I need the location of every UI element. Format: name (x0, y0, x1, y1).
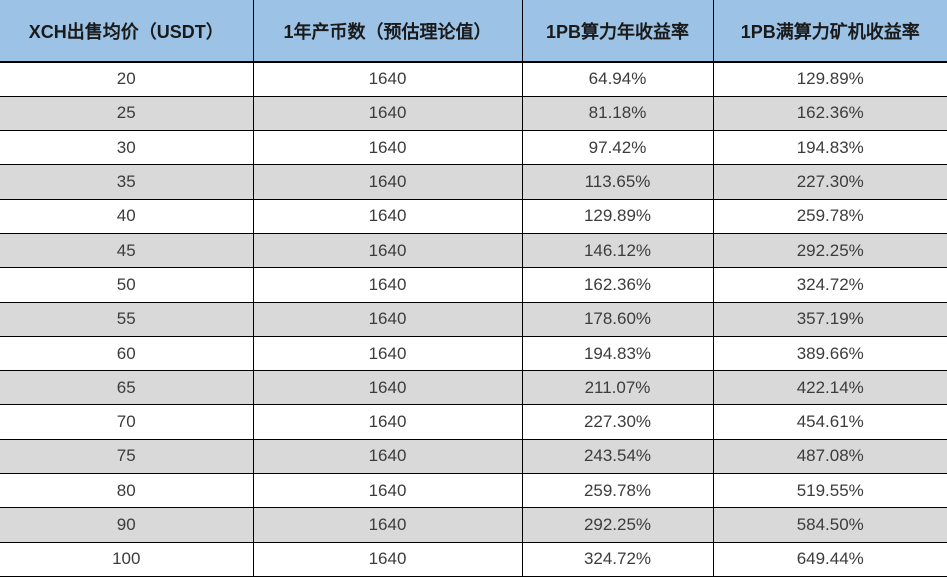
table-body: 20 1640 64.94% 129.89% 25 1640 81.18% 162.36% 30… (0, 61, 947, 577)
table-cell: 519.55% (712, 473, 947, 509)
table-row: 90 1640 292.25% 584.50% (0, 507, 947, 543)
table-cell: 389.66% (712, 335, 947, 372)
table-cell: 129.89% (521, 198, 714, 234)
table-row: 40 1640 129.89% 259.78% (0, 198, 947, 234)
table-row: 100 1640 324.72% 649.44% (0, 541, 947, 577)
table-cell: 80 (0, 473, 254, 509)
table-row: 50 1640 162.36% 324.72% (0, 267, 947, 303)
table-cell: 45 (0, 232, 254, 269)
table-header: XCH出售均价（USDT） 1年产币数（预估理论值） 1PB算力年收益率 1PB… (0, 0, 947, 63)
table-cell: 1640 (252, 267, 523, 303)
table-cell: 259.78% (521, 473, 714, 509)
table-cell: 20 (0, 61, 254, 97)
table-cell: 211.07% (521, 370, 714, 406)
table-cell: 227.30% (521, 404, 714, 440)
table-cell: 259.78% (712, 198, 947, 234)
table-cell: 292.25% (712, 232, 947, 269)
table-row: 30 1640 97.42% 194.83% (0, 130, 947, 166)
table-cell: 60 (0, 335, 254, 372)
table-row: 20 1640 64.94% 129.89% (0, 61, 947, 97)
table-cell: 422.14% (712, 370, 947, 406)
table-cell: 1640 (252, 95, 523, 132)
table-cell: 324.72% (521, 541, 714, 577)
table-cell: 243.54% (521, 438, 714, 475)
column-header-1pb-annual-yield: 1PB算力年收益率 (521, 0, 714, 63)
table-cell: 357.19% (712, 301, 947, 337)
table-cell: 194.83% (521, 335, 714, 372)
table-cell: 1640 (252, 198, 523, 234)
table-row: 35 1640 113.65% 227.30% (0, 164, 947, 200)
table-cell: 25 (0, 95, 254, 132)
table-cell: 113.65% (521, 164, 714, 200)
table-cell: 90 (0, 507, 254, 543)
table-cell: 1640 (252, 370, 523, 406)
table-cell: 70 (0, 404, 254, 440)
table-cell: 55 (0, 301, 254, 337)
table-row: 45 1640 146.12% 292.25% (0, 232, 947, 269)
table-cell: 1640 (252, 335, 523, 372)
table-cell: 30 (0, 130, 254, 166)
table-cell: 1640 (252, 130, 523, 166)
table-cell: 292.25% (521, 507, 714, 543)
table-row: 70 1640 227.30% 454.61% (0, 404, 947, 440)
table-cell: 1640 (252, 541, 523, 577)
table-row: 60 1640 194.83% 389.66% (0, 335, 947, 372)
table-cell: 97.42% (521, 130, 714, 166)
table-cell: 65 (0, 370, 254, 406)
table-cell: 1640 (252, 473, 523, 509)
table-cell: 75 (0, 438, 254, 475)
table-cell: 227.30% (712, 164, 947, 200)
table-row: 55 1640 178.60% 357.19% (0, 301, 947, 337)
table-row: 25 1640 81.18% 162.36% (0, 95, 947, 132)
table-cell: 1640 (252, 438, 523, 475)
table-cell: 194.83% (712, 130, 947, 166)
column-header-xch-price: XCH出售均价（USDT） (0, 0, 254, 63)
table-cell: 1640 (252, 232, 523, 269)
table-cell: 454.61% (712, 404, 947, 440)
table-cell: 35 (0, 164, 254, 200)
table-cell: 162.36% (521, 267, 714, 303)
header-row: XCH出售均价（USDT） 1年产币数（预估理论值） 1PB算力年收益率 1PB… (0, 0, 947, 63)
table-cell: 162.36% (712, 95, 947, 132)
table-row: 75 1640 243.54% 487.08% (0, 438, 947, 475)
table-row: 65 1640 211.07% 422.14% (0, 370, 947, 406)
table-cell: 649.44% (712, 541, 947, 577)
table-cell: 100 (0, 541, 254, 577)
table-cell: 1640 (252, 404, 523, 440)
table-cell: 1640 (252, 61, 523, 97)
table-row: 80 1640 259.78% 519.55% (0, 473, 947, 509)
table-cell: 487.08% (712, 438, 947, 475)
table-cell: 324.72% (712, 267, 947, 303)
table-cell: 81.18% (521, 95, 714, 132)
table-cell: 1640 (252, 164, 523, 200)
table-cell: 40 (0, 198, 254, 234)
table-cell: 146.12% (521, 232, 714, 269)
table-cell: 584.50% (712, 507, 947, 543)
table-cell: 50 (0, 267, 254, 303)
table-cell: 1640 (252, 301, 523, 337)
column-header-annual-coin-output: 1年产币数（预估理论值） (252, 0, 523, 63)
table-cell: 129.89% (712, 61, 947, 97)
table-cell: 64.94% (521, 61, 714, 97)
table-cell: 178.60% (521, 301, 714, 337)
column-header-1pb-full-power-yield: 1PB满算力矿机收益率 (712, 0, 947, 63)
table-cell: 1640 (252, 507, 523, 543)
